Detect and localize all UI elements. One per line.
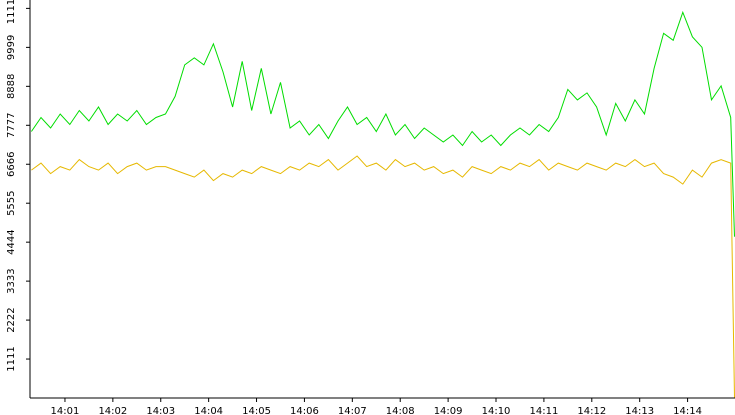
x-tick-label: 14:09 [434, 406, 463, 415]
x-tick-label: 14:14 [673, 406, 702, 415]
x-tick-label: 14:07 [338, 406, 367, 415]
y-tick-label: 4444 [6, 229, 17, 254]
y-tick-label: 5555 [6, 190, 17, 215]
series-line [31, 155, 735, 399]
x-tick-label: 14:08 [386, 406, 415, 415]
x-tick-label: 14:06 [290, 406, 319, 415]
y-tick-label: 1111 [6, 346, 17, 371]
x-tick-label: 14:04 [194, 406, 223, 415]
y-tick-label: 2222 [6, 307, 17, 332]
x-tick-label: 14:13 [625, 406, 654, 415]
x-tick-label: 14:02 [98, 406, 127, 415]
series-line [30, 10, 735, 237]
y-tick-label: 8888 [6, 74, 17, 99]
y-tick-label: 6666 [6, 152, 17, 177]
x-tick-label: 14:10 [482, 406, 511, 415]
y-tick-label: 9999 [6, 35, 17, 60]
x-tick-label: 14:03 [146, 406, 175, 415]
y-tick-label: 7777 [6, 113, 17, 138]
x-tick-label: 14:11 [529, 406, 558, 415]
x-tick-label: 14:12 [577, 406, 606, 415]
x-tick-label: 14:01 [51, 406, 80, 415]
y-tick-label: 11111 [6, 0, 17, 24]
x-tick-label: 14:05 [242, 406, 271, 415]
y-tick-label: 3333 [6, 268, 17, 293]
